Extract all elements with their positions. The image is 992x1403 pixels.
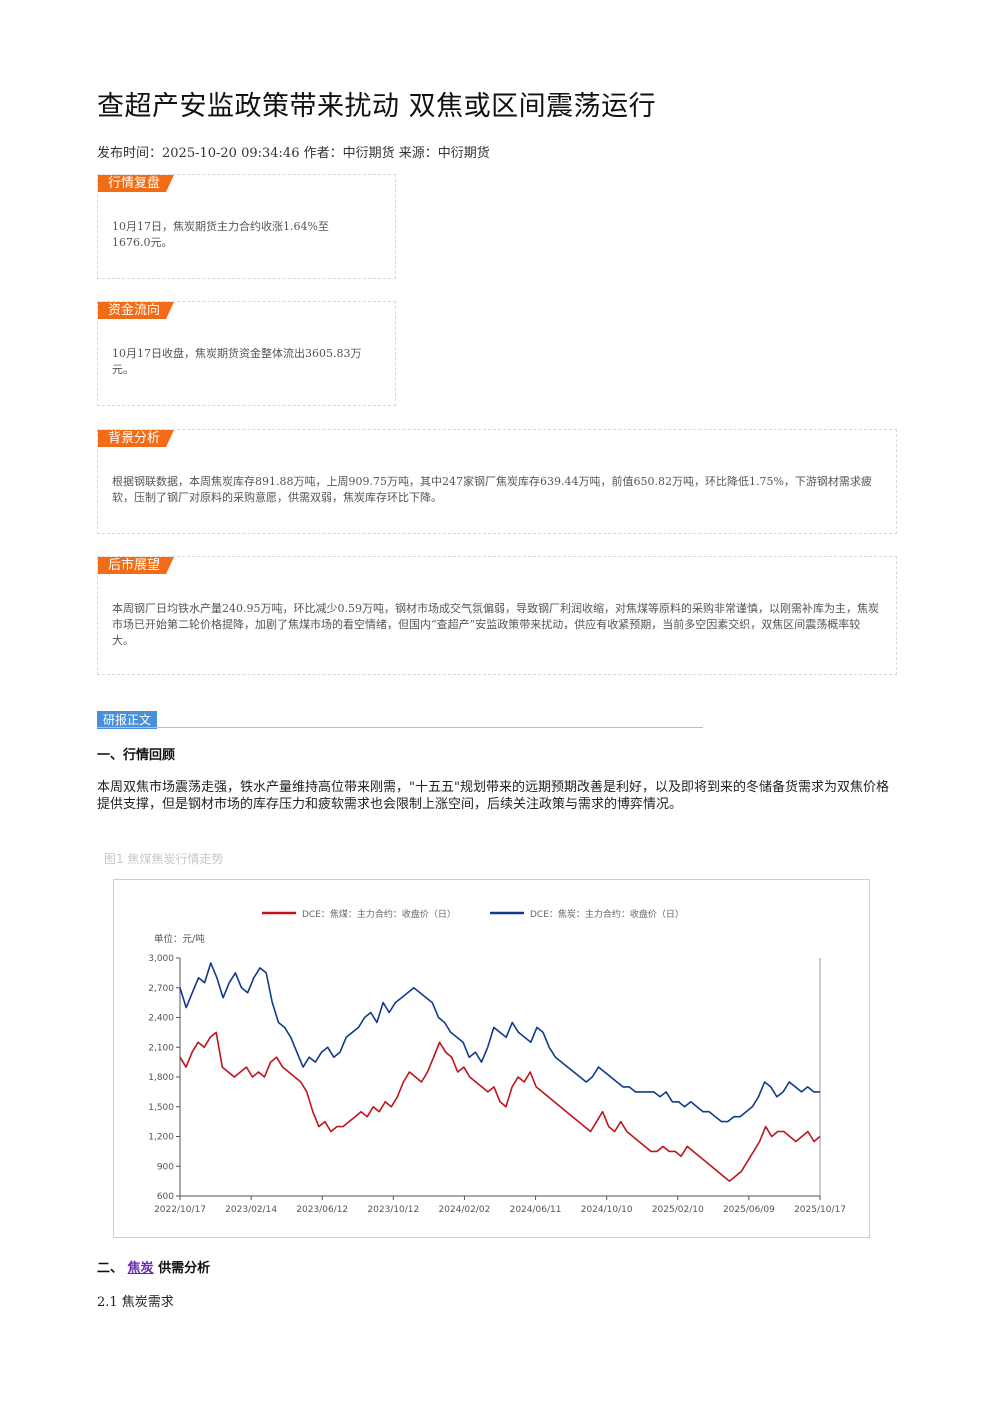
- tag-market-review: 行情复盘: [98, 175, 175, 192]
- y-tick-label: 1,500: [148, 1103, 174, 1113]
- y-tick-label: 2,400: [148, 1014, 174, 1024]
- y-tick-label: 1,800: [148, 1073, 174, 1083]
- legend-label: DCE：焦炭：主力合约：收盘价（日）: [530, 908, 684, 920]
- y-tick-label: 3,000: [148, 954, 174, 964]
- box-text: 10月17日收盘，焦炭期货资金整体流出3605.83万元。: [112, 347, 362, 376]
- series-line-coke: [179, 962, 820, 1123]
- x-tick-label: 2022/10/17: [154, 1205, 206, 1215]
- heading-suffix: 供需分析: [158, 1261, 211, 1276]
- y-tick-label: 2,700: [148, 984, 174, 994]
- price-chart: DCE：焦煤：主力合约：收盘价（日） DCE：焦炭：主力合约：收盘价（日） 单位：元…: [148, 908, 846, 1215]
- heading-market-review: 一、行情回顾: [97, 748, 176, 763]
- x-tick-label: 2023/10/12: [367, 1205, 419, 1215]
- x-tick-label: 2024/06/11: [510, 1205, 562, 1215]
- box-background: 背景分析 根据钢联数据，本周焦炭库存891.88万吨，上周909.75万吨，其中…: [97, 429, 897, 534]
- x-tick-label: 2023/02/14: [225, 1205, 277, 1215]
- box-text: 根据钢联数据，本周焦炭库存891.88万吨，上周909.75万吨，其中247家钢…: [112, 475, 872, 504]
- y-tick-label: 600: [157, 1192, 174, 1202]
- x-tick-label: 2025/02/10: [652, 1205, 704, 1215]
- x-tick-label: 2024/02/02: [439, 1205, 491, 1215]
- legend-label: DCE：焦煤：主力合约：收盘价（日）: [302, 908, 456, 920]
- figure-caption: 图1 焦煤焦炭行情走势: [104, 852, 224, 866]
- box-text: 10月17日，焦炭期货主力合约收涨1.64%至1676.0元。: [112, 220, 329, 249]
- section-divider: [97, 727, 703, 728]
- y-tick-label: 2,100: [148, 1043, 174, 1053]
- subheading-coke-demand: 2.1 焦炭需求: [97, 1295, 174, 1310]
- series-line-coking-coal: [179, 1031, 821, 1182]
- article-title: 查超产安监政策带来扰动 双焦或区间震荡运行: [97, 91, 657, 122]
- x-tick-label: 2025/06/09: [723, 1205, 775, 1215]
- tag-background: 背景分析: [98, 430, 175, 447]
- unit-label: 单位：元/吨: [154, 933, 205, 945]
- box-text: 本周钢厂日均铁水产量240.95万吨，环比减少0.59万吨，钢材市场成交气氛偏弱…: [112, 602, 879, 647]
- box-fund-flow: 资金流向 10月17日收盘，焦炭期货资金整体流出3605.83万元。: [97, 301, 396, 406]
- y-tick-label: 900: [157, 1162, 174, 1172]
- report-section-tag: 研报正文: [97, 711, 158, 729]
- x-tick-label: 2024/10/10: [581, 1205, 633, 1215]
- tag-fund-flow: 资金流向: [98, 302, 175, 319]
- coke-link[interactable]: 焦炭: [127, 1261, 154, 1276]
- heading-prefix: 二、: [97, 1261, 124, 1276]
- chart-frame: DCE：焦煤：主力合约：收盘价（日） DCE：焦炭：主力合约：收盘价（日） 单位：元…: [113, 879, 870, 1238]
- heading-supply-demand: 二、 焦炭 供需分析: [97, 1257, 210, 1276]
- x-tick-label: 2025/10/17: [794, 1205, 846, 1215]
- y-tick-label: 1,200: [148, 1133, 174, 1143]
- article-meta: 发布时间：2025-10-20 09:34:46 作者：中衍期货 来源：中衍期货: [97, 146, 490, 161]
- box-market-review: 行情复盘 10月17日，焦炭期货主力合约收涨1.64%至1676.0元。: [97, 174, 396, 279]
- paragraph-market-review: 本周双焦市场震荡走强，铁水产量维持高位带来刚需，"十五五"规划带来的远期预期改善…: [97, 780, 889, 812]
- tag-outlook: 后市展望: [98, 557, 175, 574]
- x-tick-label: 2023/06/12: [296, 1205, 348, 1215]
- box-outlook: 后市展望 本周钢厂日均铁水产量240.95万吨，环比减少0.59万吨，钢材市场成…: [97, 556, 897, 675]
